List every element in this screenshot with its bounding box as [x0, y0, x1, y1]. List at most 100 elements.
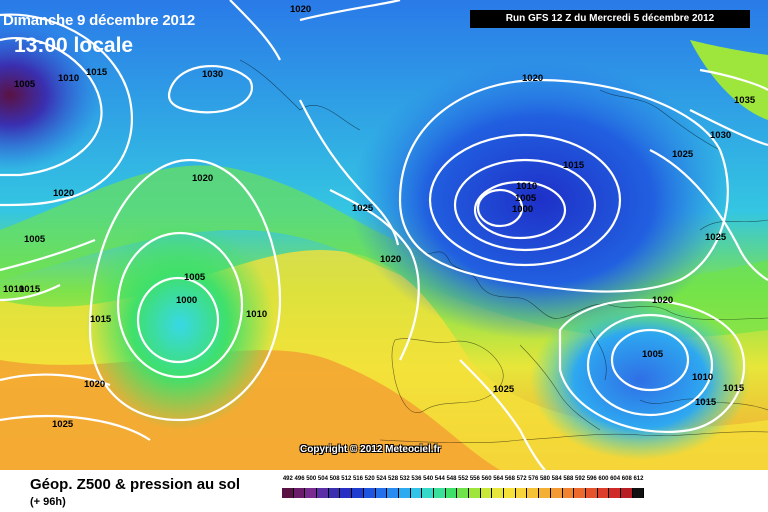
isobar-label: 1025	[705, 232, 727, 243]
scale-label: 604	[610, 476, 621, 482]
isobar-label: 1025	[672, 149, 694, 160]
scale-label: 544	[434, 476, 445, 482]
isobar-label: 1000	[176, 295, 197, 306]
scale-swatch	[410, 488, 423, 498]
scale-label: 612	[633, 476, 644, 482]
scale-label: 524	[376, 476, 387, 482]
isobar-label: 1010	[58, 73, 79, 84]
scale-label: 552	[458, 476, 469, 482]
pressure-map: 1005 1010 1015 1020 1030 1020 1020 1005 …	[0, 0, 768, 470]
scale-label: 600	[598, 476, 609, 482]
scale-label: 560	[481, 476, 492, 482]
nw-low-shading	[0, 20, 100, 170]
isobar-label: 1020	[53, 188, 74, 199]
scale-label: 556	[469, 476, 480, 482]
isobar-label: 1005	[515, 193, 537, 204]
scale-swatch	[445, 488, 458, 498]
scale-swatch	[597, 488, 610, 498]
isobar-label: 1025	[352, 203, 374, 214]
scale-swatch	[504, 488, 516, 498]
scale-swatch	[305, 488, 318, 498]
scale-label: 492	[282, 476, 293, 482]
scale-swatch	[550, 488, 563, 498]
color-scale	[282, 488, 645, 504]
scale-swatch	[620, 488, 633, 498]
scale-label: 508	[329, 476, 340, 482]
isobar-label: 1025	[493, 384, 515, 395]
forecast-local-time: 13:00 locale	[14, 34, 134, 57]
isobar-label: 1025	[52, 419, 74, 430]
isobar-label: 1005	[14, 79, 36, 90]
scale-swatch	[492, 488, 505, 498]
scale-swatch	[539, 488, 551, 498]
isobar-label: 1010	[692, 372, 713, 383]
model-run-info: Run GFS 12 Z du Mercredi 5 décembre 2012	[470, 10, 750, 28]
scale-swatch	[317, 488, 329, 498]
scale-swatch	[480, 488, 493, 498]
scale-label: 564	[493, 476, 504, 482]
isobar-label: 1015	[563, 160, 585, 171]
scale-label: 572	[516, 476, 527, 482]
isobar-label: 1015	[19, 284, 41, 295]
isobar-label: 1020	[380, 254, 401, 265]
scale-label: 568	[504, 476, 515, 482]
scale-swatch	[457, 488, 469, 498]
scale-swatch	[515, 488, 528, 498]
scale-label: 500	[306, 476, 317, 482]
scale-label: 536	[411, 476, 422, 482]
scale-swatch	[387, 488, 399, 498]
scale-swatch	[632, 488, 645, 498]
isobar-labels: 1005 1010 1015 1020 1030 1020 1020 1005 …	[3, 4, 756, 430]
scale-swatch	[375, 488, 388, 498]
forecast-date-title: Dimanche 9 décembre 2012	[3, 12, 195, 29]
scale-swatch	[352, 488, 364, 498]
scale-label: 588	[563, 476, 574, 482]
scale-swatch	[562, 488, 575, 498]
legend-footer: Géop. Z500 & pression au sol (+ 96h) 492…	[0, 470, 768, 512]
isobar-label: 1030	[710, 130, 731, 141]
scale-label: 580	[539, 476, 550, 482]
scale-label: 520	[364, 476, 375, 482]
isobar-label: 1015	[695, 397, 717, 408]
scale-swatch	[340, 488, 353, 498]
scale-swatch	[398, 488, 411, 498]
coastlines	[239, 59, 768, 444]
scale-swatch	[574, 488, 586, 498]
isobar-label: 1035	[734, 95, 756, 106]
scale-swatch	[363, 488, 376, 498]
scale-swatch	[422, 488, 434, 498]
scale-label: 548	[446, 476, 457, 482]
isobar-label: 1020	[84, 379, 105, 390]
isobar-label: 1020	[290, 4, 311, 15]
isobar-label: 1015	[90, 314, 112, 325]
isobar-label: 1000	[512, 204, 533, 215]
isobar-label: 1005	[24, 234, 46, 245]
scale-swatch	[609, 488, 621, 498]
scale-label: 528	[388, 476, 399, 482]
chart-title: Géop. Z500 & pression au sol	[30, 476, 241, 493]
scale-label: 576	[528, 476, 539, 482]
forecast-lead-time: (+ 96h)	[30, 496, 66, 508]
scale-label: 540	[423, 476, 434, 482]
scale-label: 496	[294, 476, 305, 482]
scale-label: 584	[551, 476, 562, 482]
isobar-label: 1020	[192, 173, 213, 184]
isobar-label: 1030	[202, 69, 223, 80]
isobar-label: 1015	[86, 67, 108, 78]
isobar-label: 1010	[3, 284, 24, 295]
scale-label: 608	[621, 476, 632, 482]
scale-label: 592	[575, 476, 586, 482]
north-sea-low-shading	[350, 60, 730, 340]
scale-swatch	[469, 488, 481, 498]
scale-label: 596	[586, 476, 597, 482]
scale-swatch	[293, 488, 306, 498]
atlantic-low-shading	[85, 220, 275, 430]
scale-label: 532	[399, 476, 410, 482]
scale-label: 516	[352, 476, 363, 482]
isobar-label: 1005	[184, 272, 206, 283]
copyright-notice: Copyright © 2012 Meteociel.fr	[300, 444, 441, 455]
scale-swatch	[585, 488, 598, 498]
isobar-label: 1010	[516, 181, 537, 192]
scale-swatch	[282, 488, 294, 498]
